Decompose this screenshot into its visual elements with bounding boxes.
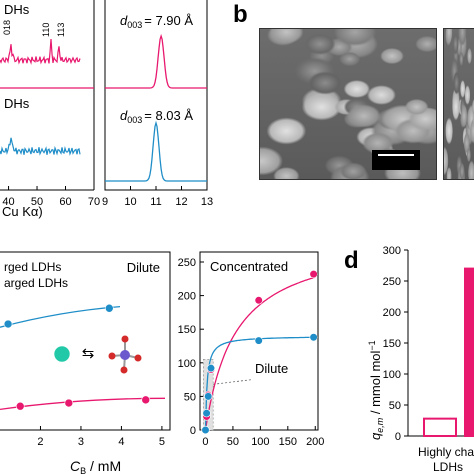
panel-d-bar-1 xyxy=(423,417,457,438)
panel-a-left-tick-label: 50 xyxy=(31,196,43,208)
panel-d-category-label-line2: LDHs xyxy=(433,460,463,474)
panel-c-dilute-blue-fit xyxy=(0,306,121,328)
panel-c-conc-pink-point xyxy=(254,296,263,305)
molecule-oxygen-icon xyxy=(120,366,128,374)
panel-c-legend-1: rged LDHs xyxy=(4,260,61,274)
panel-c-conc-blue-point xyxy=(204,392,213,401)
panel-a-left-blue-pattern xyxy=(0,137,81,156)
panel-d-y-tick-label: 0 xyxy=(395,431,401,443)
panel-c-dilute-pink-point xyxy=(141,395,151,405)
panel-c-dilute-blue-point xyxy=(3,319,13,329)
panel-c-conc-y-tick-label: 200 xyxy=(178,291,196,303)
panel-a-right-tick-label: 12 xyxy=(175,196,187,208)
molecule-oxygen-icon xyxy=(121,335,129,343)
panel-c-dilute-tick-label: 4 xyxy=(118,436,124,448)
panel-d-y-tick-label: 250 xyxy=(383,276,401,288)
panel-c-x-axis-label: CB / mM xyxy=(70,458,121,474)
panel-d-y-axis-label: qe,m / mmol mol−1 xyxy=(367,340,385,440)
panel-a-right-tick-label: 10 xyxy=(124,196,136,208)
panel-a-peak-label-113: 113 xyxy=(56,23,66,37)
panel-d-y-tick-label: 300 xyxy=(383,245,401,257)
molecule-oxygen-icon xyxy=(108,352,116,360)
panel-a-d003-label-top: d003 = 7.90 Å xyxy=(120,13,193,30)
panel-c-conc-y-tick-label: 0 xyxy=(190,425,196,437)
panel-c-dilute-tick-label: 2 xyxy=(37,436,43,448)
panel-c-conc-y-tick-label: 50 xyxy=(184,391,196,403)
panel-c-legend-2: arged LDHs xyxy=(4,276,68,290)
panel-a-right-tick-label: 13 xyxy=(201,196,213,208)
panel-a-right-tick-label: 9 xyxy=(102,196,108,208)
panel-c-conc-blue-point xyxy=(254,336,263,345)
panel-a-right-frame xyxy=(104,0,208,191)
panel-c-dilute-pink-point xyxy=(64,398,74,408)
panel-c-conc-x-tick-label: 0 xyxy=(202,436,208,448)
panel-c-conc-dilute-annotation: Dilute xyxy=(255,361,288,376)
panel-c-conc-x-tick-label: 200 xyxy=(306,436,324,448)
panel-c-dilute-tick-label: 3 xyxy=(78,436,84,448)
molecule-oxygen-icon xyxy=(134,354,142,362)
panel-d-y-tick-label: 150 xyxy=(383,338,401,350)
panel-label-d: d xyxy=(344,247,359,274)
panel-c-conc-blue-point xyxy=(309,333,318,342)
panel-a-left-pink-pattern xyxy=(0,38,81,65)
panel-label-b: b xyxy=(233,1,248,28)
panel-c-dilute-pink-point xyxy=(15,401,25,411)
panel-c-conc-x-tick-label: 100 xyxy=(251,436,269,448)
panel-c-dilute-frame xyxy=(0,251,171,431)
panel-c-conc-title: Concentrated xyxy=(210,259,288,274)
panel-a-left-tick-label: 40 xyxy=(2,196,14,208)
panel-c-conc-y-tick-label: 150 xyxy=(178,324,196,336)
panel-c-conc-y-tick-label: 250 xyxy=(178,257,196,269)
panel-c-dilute-tick-label: 5 xyxy=(159,436,165,448)
panel-a-peak-label-018: 018 xyxy=(2,20,12,35)
panel-d-y-tick-label: 200 xyxy=(383,307,401,319)
exchange-arrow-icon: ⇆ xyxy=(82,345,95,362)
ion-sphere-icon xyxy=(53,345,71,363)
panel-c-conc-frame xyxy=(199,251,319,431)
panel-c-conc-x-tick-label: 150 xyxy=(279,436,297,448)
panel-c-dilute-title: Dilute xyxy=(127,260,160,275)
panel-c-conc-pink-point xyxy=(309,269,318,279)
panel-c-conc-y-tick-label: 100 xyxy=(178,358,196,370)
panel-c-conc-blue-fit xyxy=(204,336,316,431)
panel-c-dilute-blue-point xyxy=(104,303,114,313)
panel-a-peak-label-110: 110 xyxy=(41,23,51,37)
panel-c-dilute-pink-fit xyxy=(0,397,166,411)
sem-image-second xyxy=(443,28,474,180)
panel-a-left-tick-label: 60 xyxy=(59,196,71,208)
panel-a-top-series-label: DHs xyxy=(4,2,30,17)
panel-d-y-tick-label: 50 xyxy=(389,400,401,412)
panel-a-x-axis-label: Cu Kα) xyxy=(2,204,43,219)
panel-a-d003-label-bottom: d003 = 8.03 Å xyxy=(120,108,193,125)
panel-c-conc-blue-point xyxy=(202,409,211,418)
panel-c-conc-blue-point xyxy=(206,364,216,373)
panel-c-conc-x-tick-label: 50 xyxy=(227,436,239,448)
panel-c-conc-blue-point xyxy=(201,425,210,435)
panel-d-category-label-line1: Highly cha xyxy=(418,445,474,459)
scale-bar-label: 300 nm xyxy=(379,158,412,169)
panel-d-bar-2 xyxy=(464,267,474,437)
panel-c-conc-dilute-pointer xyxy=(213,379,253,385)
panel-a-bottom-series-label: DHs xyxy=(4,96,30,111)
molecule-center-icon xyxy=(120,350,130,360)
panel-a-right-tick-label: 11 xyxy=(150,196,161,208)
panel-a-right-pink-peak xyxy=(105,33,207,89)
panel-a-right-blue-peak xyxy=(105,120,207,182)
panel-a-left-tick-label: 70 xyxy=(88,196,100,208)
panel-c-conc-pink-fit xyxy=(204,276,316,431)
panel-d-y-tick-label: 100 xyxy=(383,369,401,381)
